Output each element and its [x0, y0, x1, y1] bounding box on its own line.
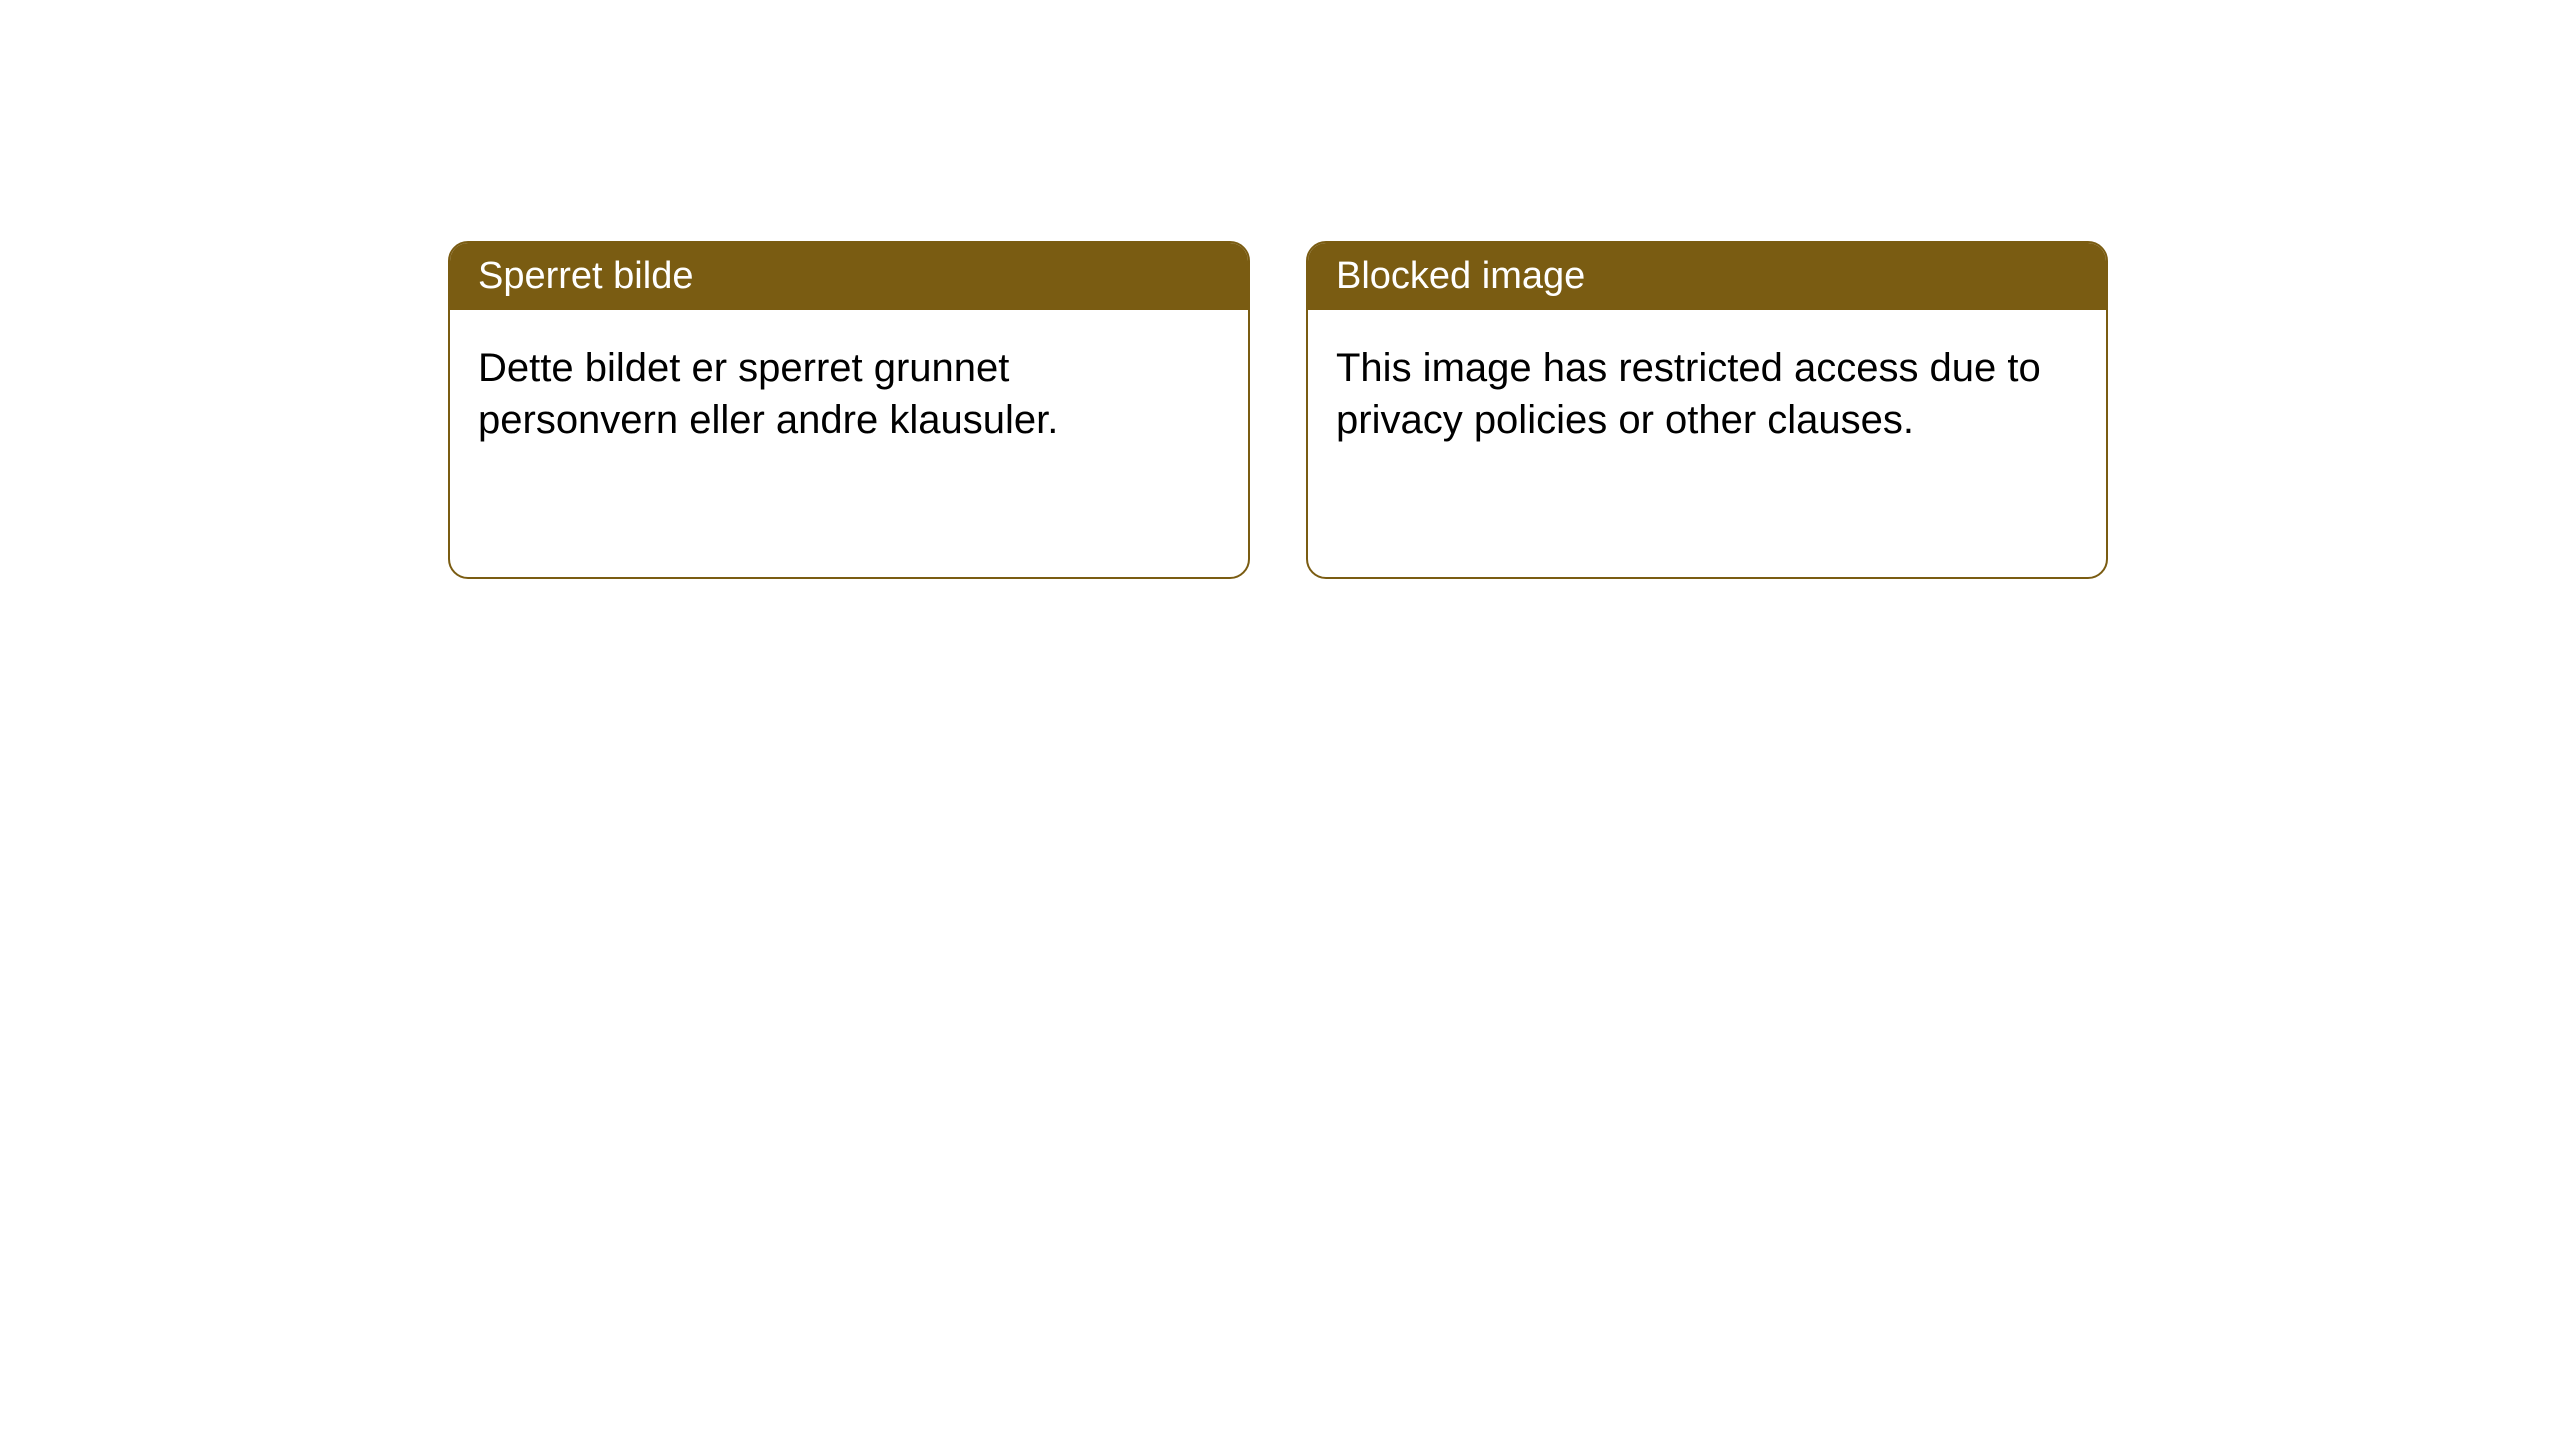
- card-title: Blocked image: [1336, 255, 1585, 297]
- card-body-text: Dette bildet er sperret grunnet personve…: [478, 346, 1058, 442]
- card-header: Sperret bilde: [450, 243, 1248, 310]
- card-body-text: This image has restricted access due to …: [1336, 346, 2041, 442]
- notice-card-norwegian: Sperret bilde Dette bildet er sperret gr…: [448, 241, 1250, 579]
- card-body: Dette bildet er sperret grunnet personve…: [450, 310, 1248, 478]
- notice-cards-container: Sperret bilde Dette bildet er sperret gr…: [448, 241, 2108, 579]
- card-header: Blocked image: [1308, 243, 2106, 310]
- card-title: Sperret bilde: [478, 255, 693, 297]
- notice-card-english: Blocked image This image has restricted …: [1306, 241, 2108, 579]
- card-body: This image has restricted access due to …: [1308, 310, 2106, 478]
